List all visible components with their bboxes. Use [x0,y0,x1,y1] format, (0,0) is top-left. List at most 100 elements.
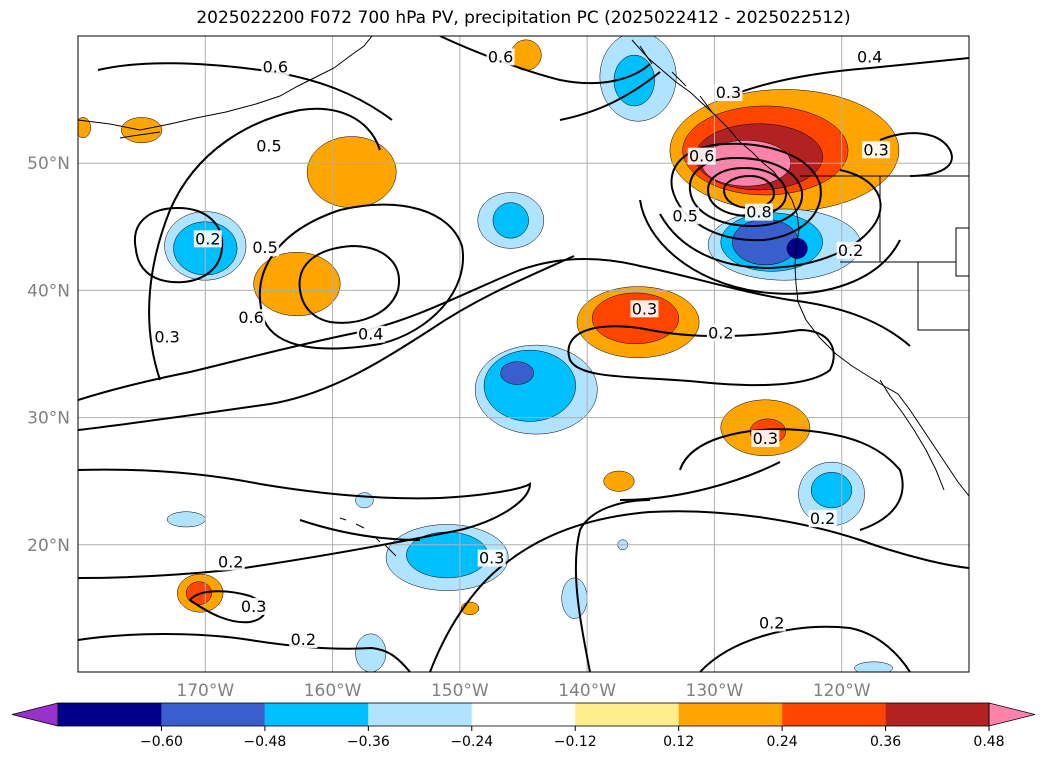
contour-label: 0.5 [256,136,281,155]
colorbar-segment [264,703,369,726]
contour-label-bg [757,614,786,632]
colorbar-segment [575,703,679,726]
precip-anomaly-region [355,492,374,509]
lon-tick-label: 130°W [686,681,744,701]
pv-contour [699,625,911,672]
pv-contour [659,169,882,270]
contour-label-bg [687,147,716,165]
contour-label-bg [153,328,182,346]
precip-anomaly-region [253,251,341,317]
pv-contour [133,206,224,284]
pv-contour [574,499,651,672]
map-title: 2025022200 F072 700 hPa PV, precipitatio… [196,8,851,28]
precip-anomaly-region [166,511,206,528]
map-frame [77,35,970,673]
precip-anomaly-region [854,661,893,672]
precip-anomaly-region [78,117,91,139]
colorbar-segment [678,703,783,726]
colorbar: −0.60 −0.48 −0.36 −0.24 −0.12 0.12 0.24 0.36 0.4… [11,702,1036,750]
coastline-alaska [78,36,373,131]
contour-label: 0.3 [863,140,888,159]
contour-label-bg [356,325,385,343]
contour-label: 0.5 [252,238,277,257]
colorbar-segment [471,703,576,726]
contour-label: 0.4 [358,325,383,344]
contour-label-bg [289,631,318,649]
contour-label-bg [751,430,780,448]
contour-label: 0.5 [672,206,697,225]
pv-contour [559,71,661,121]
contour-label: 0.6 [488,47,513,66]
contour-label: 0.6 [263,58,288,77]
contour-label-bg [855,48,884,66]
contour-label: 0.3 [154,327,179,346]
precip-anomaly-region [603,470,635,492]
pv-contour [679,428,904,531]
contour-label-bg [216,553,245,571]
contour-label: 0.3 [632,299,657,318]
contour-label: 0.2 [195,229,220,248]
coastlines [78,36,969,557]
coastline-hawaii [339,517,397,557]
pv-contour [619,461,781,501]
contour-label-bg [744,203,773,221]
contour-label-bg [486,48,515,66]
pv-contour [722,174,776,210]
contour-label: 0.3 [753,429,778,448]
colorbar-extend-high [988,702,1036,727]
contour-label-bg [630,300,659,318]
lat-tick-label: 40°N [27,281,70,301]
contour-label-bg [862,141,891,159]
contour-label: 0.8 [746,203,771,222]
pv-contour [78,257,911,401]
lon-tick-label: 160°W [304,681,362,701]
pv-contour [879,132,953,177]
colorbar-segment [368,703,472,726]
contour-label: 0.3 [716,83,741,102]
graticule [78,36,969,672]
precip-anomaly-region [492,202,529,239]
pv-contour [258,203,465,350]
contour-label-bg [254,137,283,155]
contour-label: 0.3 [479,549,504,568]
contour-label-bg [808,510,837,528]
colorbar-segment [58,703,162,726]
precip-anomaly-region [810,472,853,509]
colorbar-tick-label: −0.12 [554,734,597,750]
pv-contour [298,244,400,324]
colorbar-extend-low [11,702,59,727]
pv-contour [688,156,804,228]
colorbar-tick-label: −0.60 [140,734,183,750]
contour-label-bg [706,324,735,342]
colorbar-segment [782,703,886,726]
contour-label-bg [671,207,700,225]
colorbar-tick-label: 0.48 [973,734,1004,750]
pv-contour [729,57,969,97]
precip-anomaly-region [500,361,534,385]
lon-tick-label: 120°W [813,681,871,701]
lat-tick-label: 50°N [27,154,70,174]
contour-label-bg [239,597,268,615]
contour-label: 0.2 [838,241,863,260]
precip-anomaly-region [561,577,588,619]
colorbar-segment [161,703,265,726]
pv-contours [78,36,969,672]
map-axes: 50°N 40°N 30°N 20°N 170°W 160°W 150°W 140°W 130°… [27,154,871,701]
colorbar-tick-label: −0.24 [450,734,493,750]
colorbar-segment [885,703,989,726]
precip-anomaly-region [483,349,576,422]
lat-tick-label: 30°N [27,409,70,429]
colorbar-tick-label: 0.36 [870,734,901,750]
pv-contour [148,107,381,381]
coastline-north-america [631,39,969,497]
contour-label-bg [237,309,266,327]
pv-contour [299,519,421,541]
border-states [840,176,969,331]
coastline-aleutians [119,131,161,139]
contour-label-bg [836,241,865,259]
contour-label: 0.4 [857,47,882,66]
precip-anomaly-region [355,633,387,672]
contour-label-bg [714,84,743,102]
contour-label: 0.2 [810,509,835,528]
